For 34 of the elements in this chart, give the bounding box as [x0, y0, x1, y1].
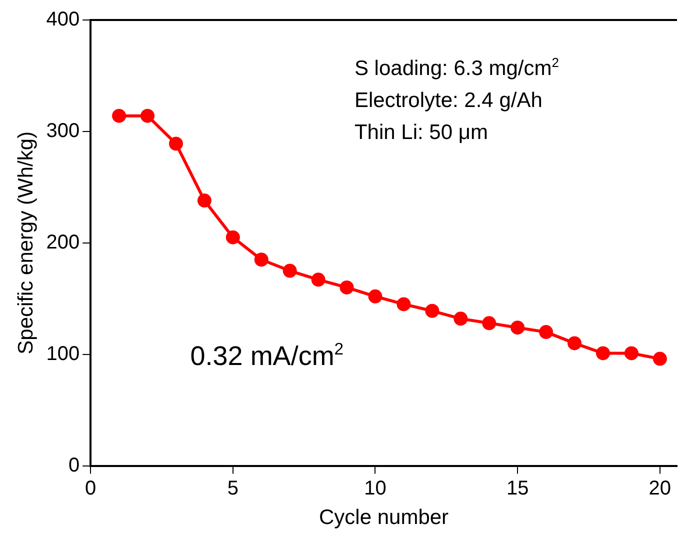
- x-tick-label: 10: [364, 477, 386, 500]
- point: [254, 252, 268, 267]
- point: [197, 194, 212, 208]
- point: [226, 230, 240, 244]
- point: [311, 272, 326, 287]
- point: [596, 346, 610, 360]
- point: [168, 136, 183, 151]
- point: [282, 264, 297, 278]
- x-tick-label: 20: [648, 477, 672, 500]
- point: [652, 352, 667, 366]
- point: [340, 280, 354, 294]
- point: [140, 108, 155, 123]
- point: [454, 312, 468, 326]
- annotation: Thin Li: 50 μm: [354, 121, 488, 144]
- annotation: Electrolyte: 2.4 g/Ah: [354, 89, 542, 112]
- x-tick-label: 15: [506, 477, 529, 500]
- point: [568, 336, 582, 350]
- y-tick-label: 100: [46, 342, 80, 365]
- point: [396, 297, 411, 312]
- y-tick-label: 400: [46, 8, 80, 31]
- x-tick-label: 0: [85, 477, 96, 500]
- y-tick-label: 300: [46, 120, 80, 142]
- y-tick-label: 0: [68, 454, 80, 476]
- x-tick-label: 5: [227, 477, 238, 500]
- point: [425, 304, 440, 318]
- y-axis-title: Specific energy (Wh/kg): [14, 131, 38, 354]
- y-tick-label: 200: [46, 231, 80, 254]
- point: [624, 346, 638, 360]
- point: [539, 325, 554, 340]
- point: [510, 320, 525, 335]
- point: [112, 108, 126, 123]
- x-axis-title: Cycle number: [319, 506, 449, 530]
- point: [368, 289, 382, 304]
- point: [482, 316, 496, 330]
